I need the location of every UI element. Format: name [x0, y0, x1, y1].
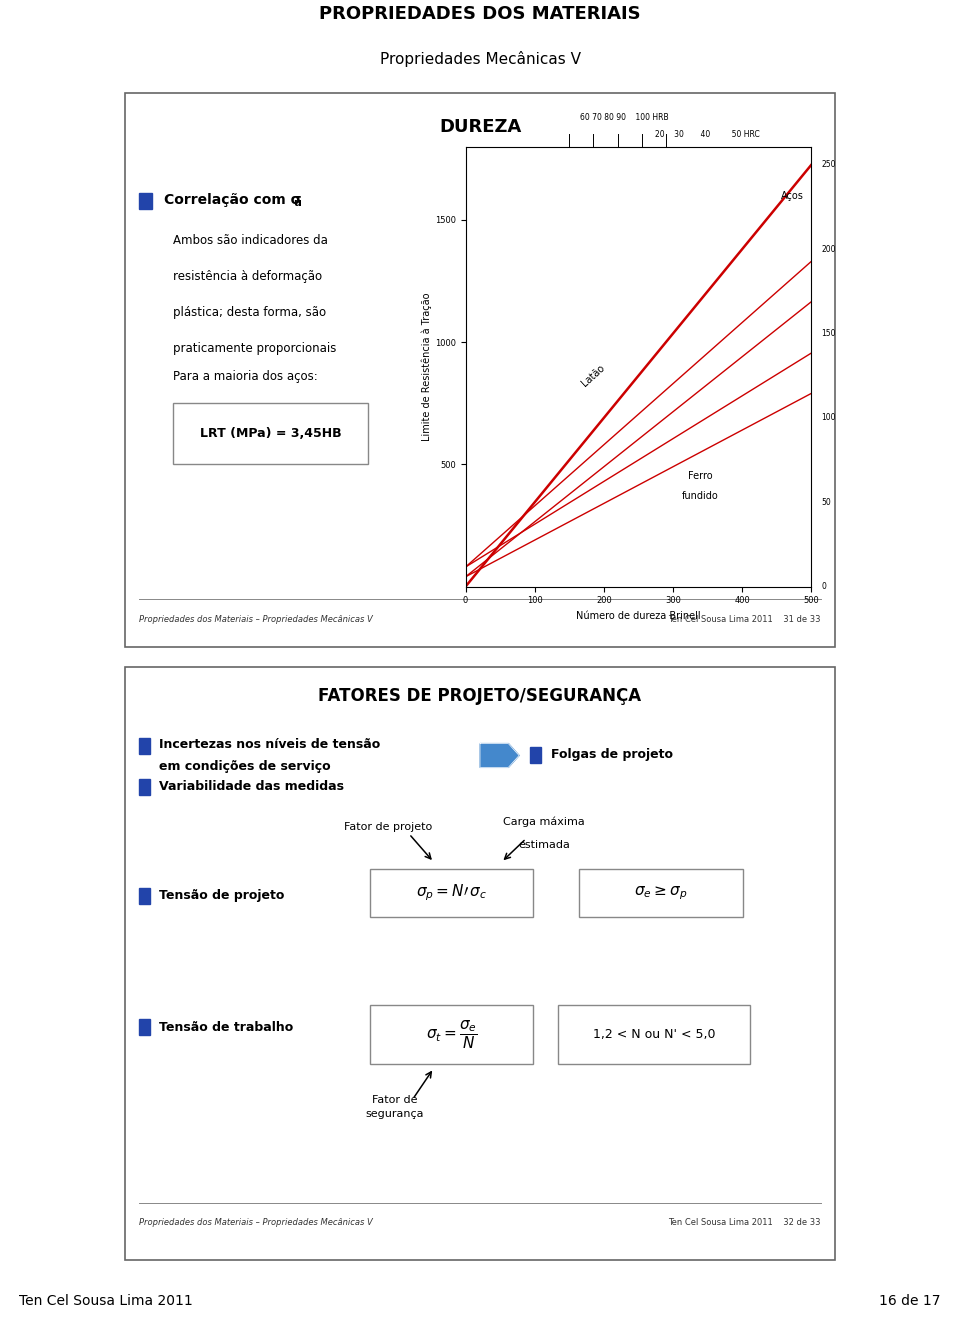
Text: 100: 100	[822, 413, 836, 423]
Text: Tensão de projeto: Tensão de projeto	[159, 889, 284, 902]
Text: Aços: Aços	[781, 191, 804, 201]
Text: Fator de projeto: Fator de projeto	[344, 821, 432, 832]
FancyBboxPatch shape	[139, 193, 152, 209]
Text: Correlação com σ: Correlação com σ	[164, 192, 301, 207]
Text: em condições de serviço: em condições de serviço	[159, 760, 330, 773]
FancyBboxPatch shape	[370, 1005, 534, 1064]
Text: Folgas de projeto: Folgas de projeto	[551, 748, 673, 761]
Text: Propriedades Mecânicas V: Propriedades Mecânicas V	[379, 51, 581, 68]
Text: Tensão de trabalho: Tensão de trabalho	[159, 1021, 293, 1033]
Text: $\sigma_t = \dfrac{\sigma_e}{N}$: $\sigma_t = \dfrac{\sigma_e}{N}$	[425, 1018, 477, 1050]
FancyBboxPatch shape	[125, 666, 835, 1260]
FancyBboxPatch shape	[125, 93, 835, 647]
Text: fundido: fundido	[683, 491, 719, 501]
FancyBboxPatch shape	[558, 1005, 750, 1064]
Text: plástica; desta forma, são: plástica; desta forma, são	[173, 307, 326, 320]
Text: Latão: Latão	[580, 363, 607, 388]
Text: Variabilidade das medidas: Variabilidade das medidas	[159, 780, 344, 793]
FancyBboxPatch shape	[139, 738, 151, 754]
Text: Propriedades dos Materiais – Propriedades Mecânicas V: Propriedades dos Materiais – Propriedade…	[139, 616, 372, 624]
Text: 50: 50	[822, 497, 831, 507]
Text: 250: 250	[822, 160, 836, 169]
Text: 16 de 17: 16 de 17	[879, 1294, 941, 1308]
Text: Carga máxima: Carga máxima	[503, 816, 585, 826]
Text: resistência à deformação: resistência à deformação	[173, 271, 323, 284]
Text: praticamente proporcionais: praticamente proporcionais	[173, 343, 337, 356]
Text: PROPRIEDADES DOS MATERIAIS: PROPRIEDADES DOS MATERIAIS	[319, 5, 641, 23]
Text: 60 70 80 90    100 HRB: 60 70 80 90 100 HRB	[580, 113, 669, 123]
Y-axis label: Limite de Resistência à Tração: Limite de Resistência à Tração	[421, 292, 432, 441]
Text: Fator de: Fator de	[372, 1094, 418, 1105]
Text: $\sigma_e \geq \sigma_p$: $\sigma_e \geq \sigma_p$	[635, 884, 687, 902]
FancyBboxPatch shape	[370, 869, 534, 917]
FancyBboxPatch shape	[139, 888, 151, 904]
Text: u: u	[293, 199, 301, 208]
FancyBboxPatch shape	[580, 869, 743, 917]
Polygon shape	[480, 744, 519, 768]
Text: Ten Cel Sousa Lima 2011: Ten Cel Sousa Lima 2011	[19, 1294, 193, 1308]
Text: $\sigma_p = N\prime\,\sigma_c$: $\sigma_p = N\prime\,\sigma_c$	[416, 882, 487, 904]
Text: 0: 0	[822, 583, 827, 591]
Text: 150: 150	[822, 329, 836, 339]
FancyBboxPatch shape	[530, 746, 541, 762]
Text: Para a maioria dos aços:: Para a maioria dos aços:	[173, 369, 318, 383]
Text: 1,2 < N ou N' < 5,0: 1,2 < N ou N' < 5,0	[592, 1028, 715, 1041]
X-axis label: Número de dureza Brinell: Número de dureza Brinell	[576, 611, 701, 621]
Text: FATORES DE PROJETO/SEGURANÇA: FATORES DE PROJETO/SEGURANÇA	[319, 688, 641, 705]
Text: DUREZA: DUREZA	[439, 119, 521, 136]
Text: segurança: segurança	[366, 1109, 424, 1120]
FancyBboxPatch shape	[173, 403, 369, 464]
Text: Ten Cel Sousa Lima 2011    32 de 33: Ten Cel Sousa Lima 2011 32 de 33	[668, 1218, 821, 1228]
Text: LRT (MPa) = 3,45HB: LRT (MPa) = 3,45HB	[200, 427, 341, 440]
Text: 200: 200	[822, 245, 836, 253]
Text: 20    30       40         50 HRC: 20 30 40 50 HRC	[655, 131, 760, 139]
FancyBboxPatch shape	[139, 780, 151, 796]
Text: Ferro: Ferro	[688, 471, 713, 481]
Text: Ambos são indicadores da: Ambos são indicadores da	[173, 235, 328, 248]
Text: estimada: estimada	[518, 840, 570, 849]
Text: Ten Cel Sousa Lima 2011    31 de 33: Ten Cel Sousa Lima 2011 31 de 33	[668, 616, 821, 624]
Text: Propriedades dos Materiais – Propriedades Mecânicas V: Propriedades dos Materiais – Propriedade…	[139, 1218, 372, 1228]
FancyBboxPatch shape	[139, 1020, 151, 1036]
Text: Incertezas nos níveis de tensão: Incertezas nos níveis de tensão	[159, 738, 380, 752]
